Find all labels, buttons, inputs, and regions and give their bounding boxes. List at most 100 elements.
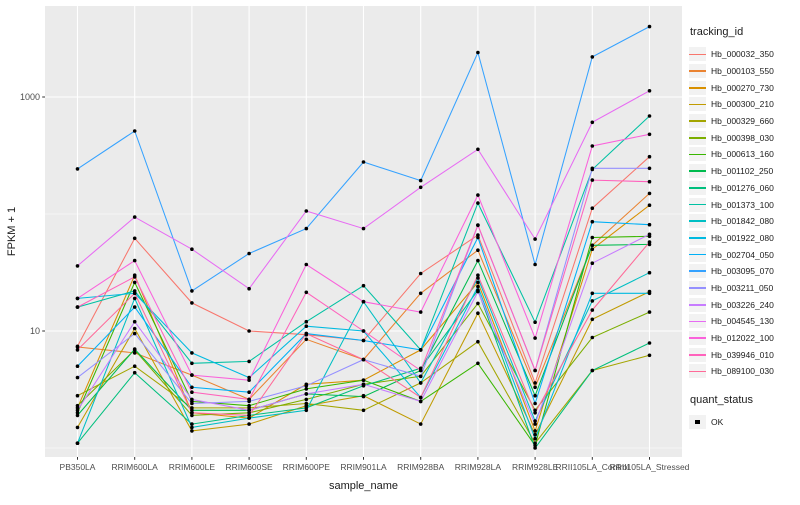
legend-entry-Hb_000103_550: Hb_000103_550 <box>689 63 799 80</box>
data-point <box>476 301 480 306</box>
legend-entry-Hb_089100_030: Hb_089100_030 <box>689 363 799 380</box>
data-point <box>418 374 423 379</box>
data-point <box>75 167 80 171</box>
data-point <box>132 364 137 369</box>
data-point <box>533 422 537 426</box>
legend-key <box>689 331 706 346</box>
data-point <box>418 291 423 296</box>
x-axis-title: sample_name <box>329 480 398 492</box>
data-point <box>75 403 80 408</box>
data-point <box>190 289 194 293</box>
data-point <box>132 305 137 309</box>
data-point <box>361 378 366 383</box>
legend-entries: Hb_000032_350 Hb_000103_550 Hb_000270_730 H… <box>689 46 799 380</box>
data-point <box>361 382 366 387</box>
data-point <box>647 232 652 237</box>
legend-line-swatch <box>689 220 706 223</box>
legend-entry-Hb_002704_050: Hb_002704_050 <box>689 246 799 263</box>
legend-line-swatch <box>689 170 706 172</box>
data-point <box>132 296 137 301</box>
x-tick-label: PB350LA <box>60 462 96 472</box>
data-point <box>590 219 595 224</box>
legend-label: Hb_000613_160 <box>711 149 774 160</box>
data-point <box>75 393 80 398</box>
data-point <box>361 226 366 231</box>
data-point <box>590 144 595 148</box>
data-point <box>476 223 480 227</box>
data-point <box>304 209 309 213</box>
data-point <box>190 301 194 305</box>
data-point <box>132 275 137 279</box>
legend-label: Hb_000300_210 <box>711 99 774 110</box>
legend-label: Hb_001102_250 <box>711 166 774 177</box>
data-point <box>190 411 194 415</box>
data-point <box>132 215 137 219</box>
data-point <box>590 243 595 248</box>
data-point <box>418 422 423 426</box>
legend-key <box>689 230 706 245</box>
data-point <box>647 24 652 29</box>
data-point <box>247 251 251 256</box>
data-point <box>190 425 194 430</box>
data-point <box>132 129 137 133</box>
legend-label: Hb_000398_030 <box>711 132 774 143</box>
data-point <box>476 339 480 344</box>
legend-key <box>689 297 706 312</box>
data-point <box>132 370 137 375</box>
data-point <box>418 399 423 404</box>
legend-line-swatch <box>689 370 706 373</box>
data-point <box>418 310 423 314</box>
legend-line-swatch <box>689 303 706 306</box>
legend-label: Hb_001842_080 <box>711 216 774 227</box>
legend-panel: tracking_id Hb_000032_350 Hb_000103_550 Hb… <box>689 26 799 430</box>
legend-key <box>689 364 706 379</box>
data-point <box>304 384 309 388</box>
quant-ok-key <box>689 415 706 430</box>
data-point <box>418 395 423 400</box>
data-point <box>533 429 537 433</box>
legend-key <box>689 47 706 62</box>
data-point <box>75 413 80 418</box>
data-point <box>190 385 194 390</box>
legend-line-swatch <box>689 86 706 89</box>
data-point <box>418 348 423 352</box>
data-point <box>533 237 537 241</box>
data-point <box>476 289 480 294</box>
data-point <box>247 378 251 383</box>
data-point <box>647 114 652 118</box>
legend-label: Hb_001922_080 <box>711 232 774 243</box>
legend-label: Hb_001373_100 <box>711 199 774 210</box>
legend-line-swatch <box>689 136 706 139</box>
legend-title-tracking-id: tracking_id <box>690 26 744 38</box>
legend-line-swatch <box>689 53 706 56</box>
legend-entry-Hb_004545_130: Hb_004545_130 <box>689 313 799 330</box>
data-point <box>533 336 537 340</box>
legend-entry-Hb_001373_100: Hb_001373_100 <box>689 196 799 213</box>
legend-label: Hb_000329_660 <box>711 116 774 127</box>
data-point <box>590 178 595 182</box>
data-point <box>247 422 251 426</box>
legend-entry-Hb_001102_250: Hb_001102_250 <box>689 163 799 180</box>
legend-key <box>689 180 706 195</box>
data-point <box>190 390 194 395</box>
data-point <box>533 401 537 406</box>
legend-label: Hb_003211_050 <box>711 282 774 293</box>
legend-line-swatch <box>689 120 706 122</box>
data-point <box>361 299 366 304</box>
legend-entry-Hb_001842_080: Hb_001842_080 <box>689 213 799 230</box>
data-point <box>476 258 480 263</box>
data-point <box>476 280 480 285</box>
data-point <box>590 308 595 312</box>
data-point <box>647 270 652 275</box>
legend-label: Hb_000270_730 <box>711 82 774 93</box>
legend-line-swatch <box>689 103 706 106</box>
data-point <box>247 390 251 395</box>
data-point <box>247 397 251 402</box>
x-tick-label: RRIM600LA <box>112 462 159 472</box>
legend-key <box>689 314 706 329</box>
x-tick-label: RRIM901LA <box>340 462 387 472</box>
x-tick-label: RRIM928BA <box>397 462 445 472</box>
data-point <box>590 247 595 251</box>
